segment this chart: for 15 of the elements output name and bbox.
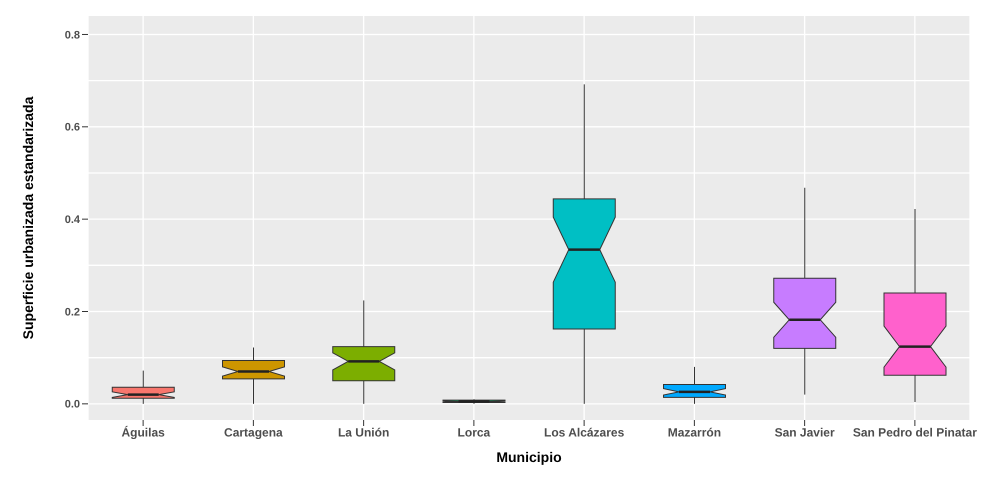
x-tick-label: San Javier — [774, 426, 835, 440]
x-tick-label: Lorca — [458, 426, 491, 440]
y-tick-label: 0.0 — [64, 398, 80, 411]
x-tick-label: La Unión — [338, 426, 390, 440]
x-tick-label: San Pedro del Pinatar — [852, 426, 978, 440]
y-tick-label: 0.6 — [64, 122, 80, 134]
y-tick-label: 0.2 — [64, 306, 80, 318]
x-tick-label: Cartagena — [224, 426, 284, 440]
x-tick-label: Águilas — [121, 426, 166, 440]
x-tick-label: Mazarrón — [668, 426, 722, 440]
y-axis-title: Superficie urbanizada estandarizada — [20, 96, 36, 340]
y-tick-label: 0.8 — [64, 29, 80, 42]
y-tick-label: 0.4 — [64, 214, 81, 226]
x-tick-label: Los Alcázares — [544, 426, 625, 440]
x-axis-title: Municipio — [496, 449, 562, 465]
